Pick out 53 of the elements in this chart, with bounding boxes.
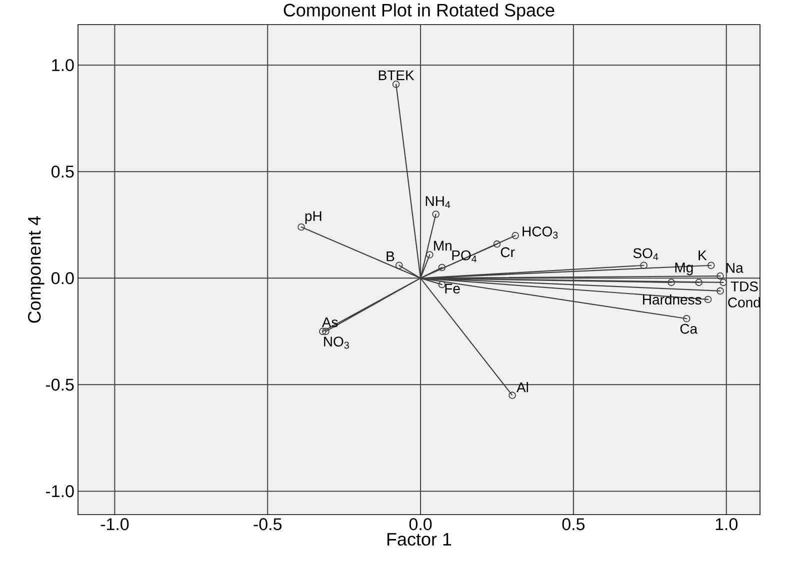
- annotation: Ca: [680, 324, 698, 334]
- point: [298, 224, 305, 231]
- annotation: Mn: [434, 241, 452, 251]
- annotation: NO$_{3}$: [324, 336, 349, 349]
- y-tick-label: 0.5: [51, 166, 74, 178]
- point: [640, 262, 648, 270]
- point: [716, 272, 724, 280]
- annotation: Hardness: [643, 294, 702, 305]
- point: [395, 262, 403, 270]
- annotation: TDS: [730, 282, 758, 292]
- x-tick-label: -0.5: [254, 518, 282, 530]
- point: [716, 287, 724, 295]
- point: [668, 278, 675, 286]
- annotation: Cr: [500, 247, 515, 258]
- point: [392, 80, 400, 88]
- point: [707, 262, 715, 270]
- annotation: K: [698, 250, 707, 260]
- point: [720, 278, 727, 286]
- annotation: B: [386, 252, 394, 262]
- y-tick-label: 0.0: [51, 272, 74, 284]
- point: [426, 251, 434, 259]
- point: [322, 328, 330, 336]
- chart-title: Component Plot in Rotated Space: [284, 3, 554, 20]
- x-tick-label: 0.5: [562, 518, 585, 530]
- annotation: Fe: [445, 284, 460, 294]
- x-tick-label: -1.0: [100, 518, 129, 530]
- annotation: NH$_{4}$: [426, 196, 450, 208]
- annotation: BTEK: [378, 70, 414, 80]
- point: [682, 315, 690, 322]
- point: [438, 281, 446, 288]
- annotation: Na: [726, 263, 744, 274]
- annotation: pH: [305, 211, 322, 224]
- point: [432, 210, 440, 218]
- x-axis-title: Factor 1: [387, 533, 452, 546]
- x-tick-label: 0.0: [409, 518, 432, 530]
- annotation: PO$_{4}$: [452, 250, 477, 262]
- annotation: HCO$_{3}$: [522, 226, 558, 239]
- annotation: SO$_{4}$: [633, 248, 658, 260]
- point: [493, 240, 501, 248]
- line-series: [300, 84, 724, 396]
- point: [438, 264, 446, 272]
- point: [695, 278, 702, 286]
- y-tick-label: -0.5: [46, 378, 74, 391]
- point: [704, 296, 712, 304]
- x-tick-label: 1.0: [716, 518, 738, 530]
- y-tick-label: -1.0: [46, 485, 74, 498]
- annotation: Al: [516, 382, 528, 392]
- y-tick-label: 1.0: [52, 59, 74, 72]
- point: [508, 392, 516, 400]
- annotation: As: [322, 318, 338, 328]
- point: [512, 232, 519, 240]
- point: [319, 328, 326, 336]
- y-axis-title: Component 4: [28, 216, 44, 323]
